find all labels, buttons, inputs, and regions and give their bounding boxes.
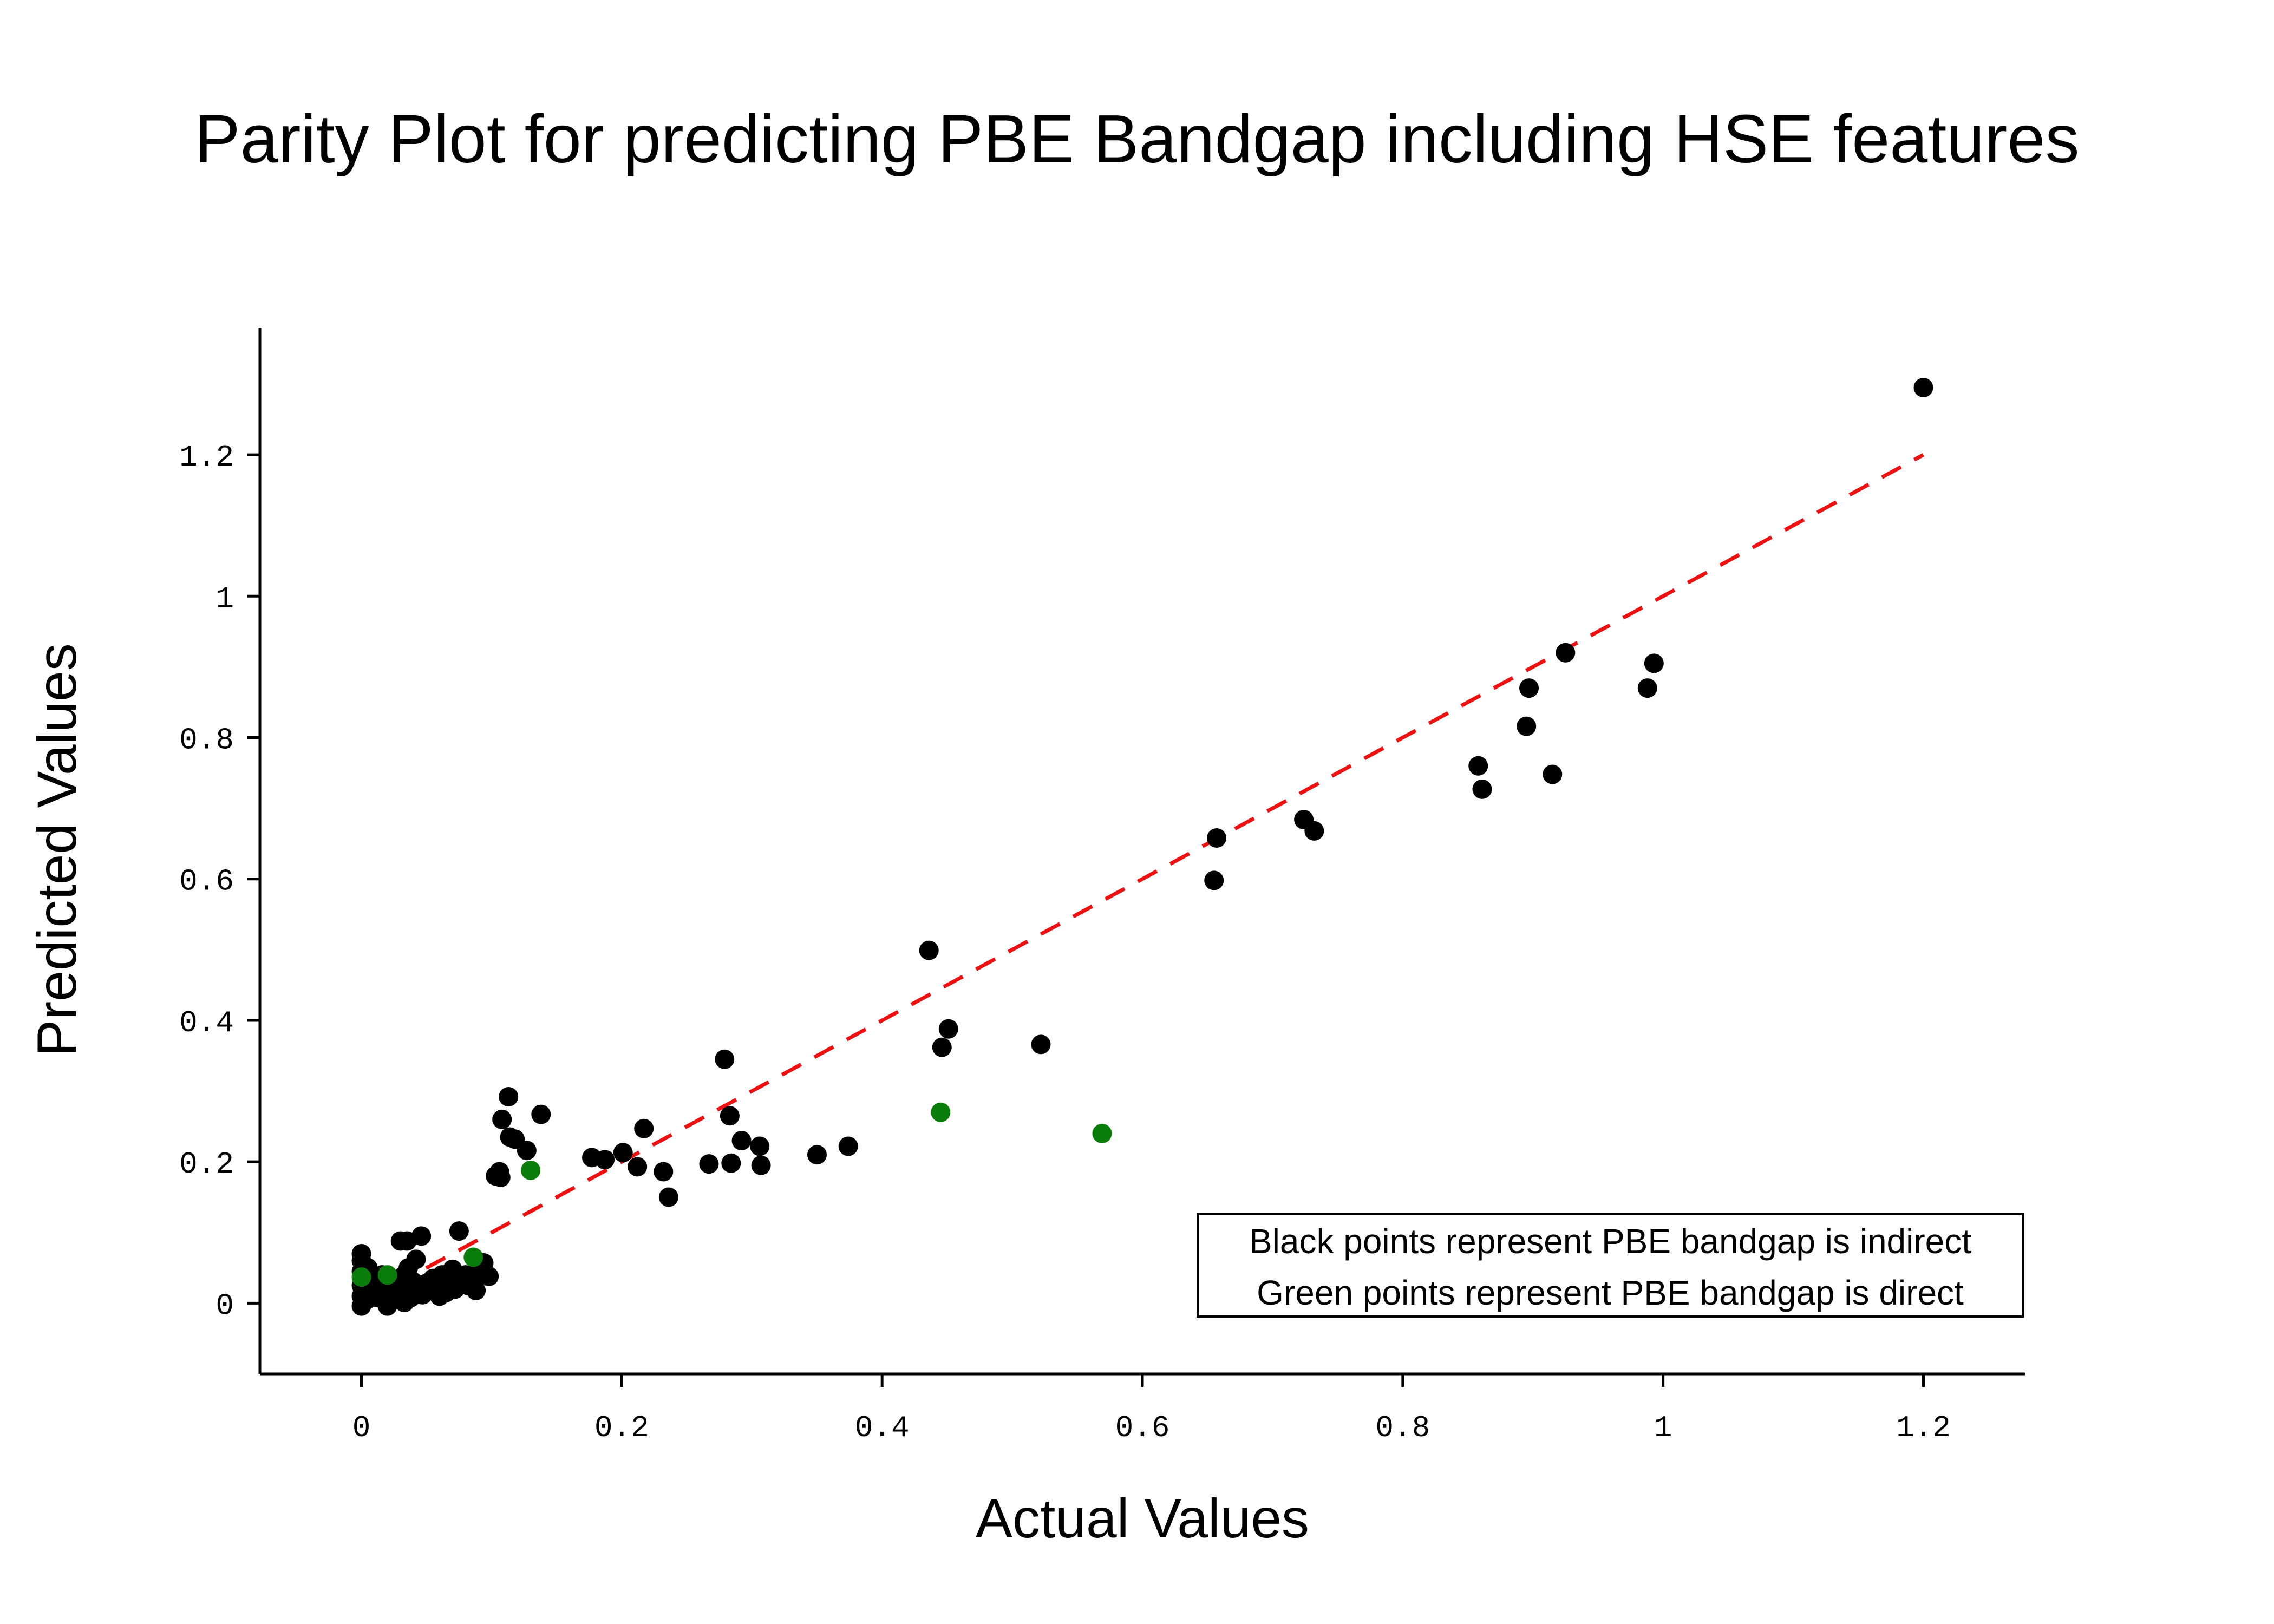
indirect-bandgap-point bbox=[500, 1127, 520, 1147]
indirect-bandgap-point bbox=[807, 1145, 827, 1165]
indirect-bandgap-point bbox=[932, 1037, 952, 1057]
indirect-bandgap-point bbox=[919, 940, 939, 960]
indirect-bandgap-point bbox=[731, 1130, 752, 1150]
indirect-bandgap-point bbox=[486, 1166, 506, 1186]
direct-bandgap-point bbox=[351, 1267, 371, 1287]
x-tick-label: 0.8 bbox=[1375, 1411, 1430, 1445]
indirect-bandgap-point bbox=[613, 1143, 633, 1163]
indirect-bandgap-point bbox=[1644, 653, 1664, 673]
x-tick-label: 0.6 bbox=[1115, 1411, 1170, 1445]
indirect-bandgap-point bbox=[751, 1155, 771, 1175]
y-tick-label: 0.4 bbox=[179, 1006, 234, 1040]
y-tick-label: 0 bbox=[215, 1288, 234, 1323]
indirect-bandgap-point bbox=[658, 1187, 678, 1207]
indirect-bandgap-point bbox=[531, 1104, 551, 1124]
chart-title: Parity Plot for predicting PBE Bandgap i… bbox=[195, 101, 2080, 177]
y-tick-label: 0.8 bbox=[179, 723, 234, 758]
direct-bandgap-point bbox=[463, 1247, 483, 1267]
indirect-bandgap-point bbox=[449, 1221, 469, 1241]
x-axis-label: Actual Values bbox=[976, 1488, 1309, 1549]
indirect-bandgap-point bbox=[1913, 378, 1933, 398]
indirect-bandgap-point bbox=[628, 1157, 648, 1177]
indirect-bandgap-point bbox=[492, 1109, 512, 1129]
indirect-bandgap-point bbox=[1472, 779, 1492, 799]
indirect-bandgap-point bbox=[838, 1136, 858, 1156]
direct-bandgap-point bbox=[377, 1265, 397, 1285]
indirect-bandgap-point bbox=[1468, 756, 1488, 776]
indirect-bandgap-point bbox=[721, 1153, 741, 1173]
indirect-bandgap-point bbox=[1517, 716, 1537, 736]
x-tick-label: 1.2 bbox=[1896, 1411, 1951, 1445]
indirect-bandgap-point bbox=[390, 1231, 410, 1251]
indirect-bandgap-point bbox=[1556, 643, 1576, 663]
indirect-bandgap-point bbox=[1543, 764, 1563, 784]
indirect-bandgap-point bbox=[1207, 828, 1227, 848]
y-tick-label: 0.2 bbox=[179, 1147, 234, 1182]
indirect-bandgap-point bbox=[1031, 1034, 1051, 1055]
x-tick-label: 0 bbox=[352, 1411, 371, 1445]
direct-bandgap-point bbox=[931, 1102, 951, 1122]
data-points bbox=[351, 378, 1933, 1316]
direct-bandgap-point bbox=[521, 1160, 541, 1180]
indirect-bandgap-point bbox=[1519, 678, 1539, 698]
indirect-bandgap-point bbox=[1637, 678, 1657, 698]
x-tick-label: 1 bbox=[1654, 1411, 1672, 1445]
x-ticks: 0 0.2 0.4 0.6 0.8 1 1.2 bbox=[352, 1374, 1951, 1445]
legend-line-direct: Green points represent PBE bandgap is di… bbox=[1257, 1273, 1964, 1312]
indirect-bandgap-point bbox=[699, 1154, 719, 1174]
indirect-bandgap-point bbox=[938, 1019, 958, 1039]
indirect-bandgap-point bbox=[634, 1118, 654, 1138]
indirect-bandgap-point bbox=[582, 1148, 602, 1168]
direct-bandgap-point bbox=[1092, 1123, 1112, 1143]
legend-line-indirect: Black points represent PBE bandgap is in… bbox=[1249, 1222, 1971, 1261]
indirect-bandgap-point bbox=[1294, 810, 1314, 830]
x-tick-label: 0.4 bbox=[855, 1411, 910, 1445]
legend-box: Black points represent PBE bandgap is in… bbox=[1197, 1213, 2024, 1318]
x-tick-label: 0.2 bbox=[594, 1411, 649, 1445]
indirect-bandgap-point bbox=[720, 1106, 740, 1126]
indirect-bandgap-point bbox=[1204, 870, 1224, 890]
y-tick-label: 1.2 bbox=[179, 440, 234, 475]
y-ticks: 0 0.2 0.4 0.6 0.8 1 1.2 bbox=[179, 440, 260, 1323]
parity-line bbox=[360, 453, 1925, 1305]
y-tick-label: 1 bbox=[215, 581, 234, 616]
y-axis-label: Predicted Values bbox=[26, 643, 88, 1057]
indirect-bandgap-point bbox=[351, 1296, 371, 1316]
y-tick-label: 0.6 bbox=[179, 865, 234, 899]
legend-frame bbox=[1197, 1213, 2024, 1318]
indirect-bandgap-point bbox=[715, 1049, 735, 1069]
indirect-bandgap-point bbox=[654, 1162, 674, 1182]
indirect-bandgap-point bbox=[750, 1136, 770, 1156]
indirect-bandgap-point bbox=[499, 1087, 519, 1107]
